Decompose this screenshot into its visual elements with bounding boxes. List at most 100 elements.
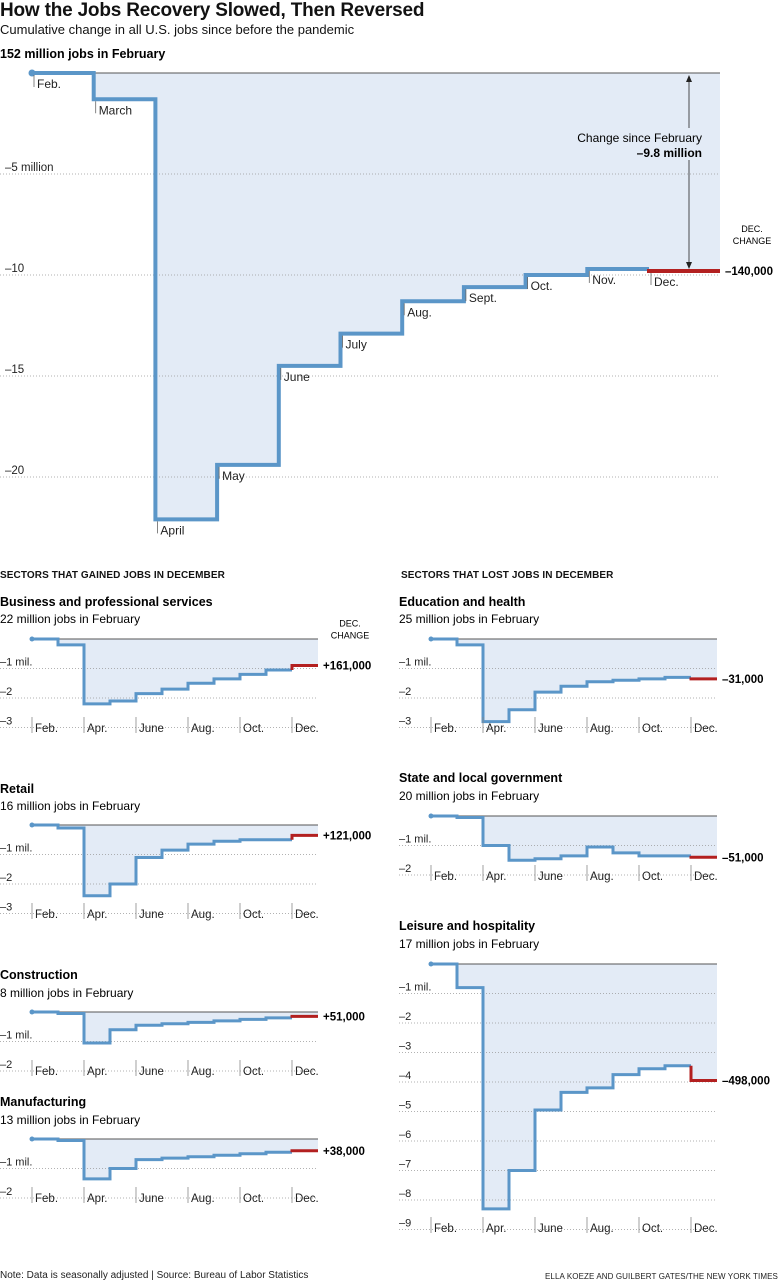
x-tick-label: Oct. — [531, 279, 553, 293]
x-tick-label: Dec. — [295, 909, 319, 921]
series-start-dot — [428, 961, 434, 967]
section-heading-gained: SECTORS THAT GAINED JOBS IN DECEMBER — [0, 570, 225, 581]
x-tick-label: Aug. — [590, 723, 614, 735]
dec-change-value: +161,000 — [323, 661, 371, 673]
chart-title: Leisure and hospitality — [399, 919, 535, 933]
x-tick-label: Apr. — [87, 1066, 107, 1078]
baseline-label: 25 million jobs in February — [399, 612, 539, 626]
x-tick-label: Oct. — [642, 1223, 663, 1235]
x-tick-label: Aug. — [590, 871, 614, 883]
x-tick-label: Aug. — [191, 723, 215, 735]
y-tick-label: –5 — [399, 1100, 411, 1112]
chart-area-fill — [431, 639, 717, 722]
y-tick-label: –20 — [5, 465, 24, 477]
arrow-head-down — [686, 261, 692, 269]
series-start-dot — [29, 1136, 35, 1142]
december-segment — [290, 664, 318, 670]
baseline-label: 13 million jobs in February — [0, 1113, 140, 1127]
x-tick-label: Feb. — [434, 1223, 457, 1235]
dec-change-value: –31,000 — [722, 674, 764, 686]
series-line — [32, 1010, 292, 1045]
series-line — [431, 962, 691, 1211]
y-tick-label: –7 — [399, 1159, 411, 1171]
x-tick-label: Feb. — [35, 723, 58, 735]
chart-title: Manufacturing — [0, 1095, 86, 1109]
page-title: How the Jobs Recovery Slowed, Then Rever… — [0, 0, 425, 21]
x-tick-label: Nov. — [592, 273, 616, 287]
dec-change-value: –498,000 — [722, 1076, 770, 1088]
chart-area-fill — [431, 816, 717, 861]
december-segment — [647, 268, 720, 273]
y-tick-label: –2 — [399, 863, 411, 875]
dec-change-value: +121,000 — [323, 830, 371, 842]
y-tick-label: –3 — [0, 902, 12, 914]
x-tick-label: July — [346, 338, 367, 352]
credit-line: ELLA KOEZE AND GUILBERT GATES/THE NEW YO… — [544, 1272, 778, 1281]
series-start-dot — [28, 69, 36, 77]
x-tick-label: Aug. — [590, 1223, 614, 1235]
y-tick-label: –3 — [399, 716, 411, 728]
series-line — [431, 637, 691, 724]
series-line — [32, 823, 292, 898]
page-subtitle: Cumulative change in all U.S. jobs since… — [0, 22, 355, 37]
series-start-dot — [29, 636, 35, 642]
x-tick-label: Feb. — [35, 1193, 58, 1205]
y-tick-label: –5 million — [5, 162, 54, 174]
chart-area-fill — [32, 73, 720, 520]
x-tick-label: Oct. — [243, 909, 264, 921]
y-tick-label: –2 — [0, 1059, 12, 1071]
chart-area-fill — [32, 1139, 318, 1179]
x-tick-label: March — [99, 103, 132, 117]
x-tick-label: Apr. — [87, 1193, 107, 1205]
x-tick-label: Apr. — [87, 723, 107, 735]
x-tick-label: Oct. — [642, 871, 663, 883]
y-tick-label: –1 mil. — [0, 843, 32, 855]
dec-change-header: CHANGE — [733, 236, 772, 246]
x-tick-label: Aug. — [191, 1066, 215, 1078]
december-segment — [290, 1149, 318, 1153]
y-tick-label: –15 — [5, 364, 24, 376]
y-tick-label: –6 — [399, 1129, 411, 1141]
y-tick-label: –2 — [0, 686, 12, 698]
x-tick-label: May — [222, 469, 245, 483]
y-tick-label: –3 — [399, 1041, 411, 1053]
y-tick-label: –1 mil. — [0, 657, 32, 669]
baseline-label: 22 million jobs in February — [0, 612, 140, 626]
chart-area-fill — [32, 825, 318, 896]
chart-title: Construction — [0, 968, 78, 982]
series-start-dot — [29, 822, 35, 828]
x-tick-label: Sept. — [469, 291, 497, 305]
y-tick-label: –9 — [399, 1218, 411, 1230]
y-tick-label: –2 — [399, 686, 411, 698]
x-tick-label: June — [538, 723, 563, 735]
x-tick-label: Oct. — [243, 1193, 264, 1205]
annotation-label: Change since February — [577, 131, 702, 145]
x-tick-label: Apr. — [486, 1223, 506, 1235]
source-note: Note: Data is seasonally adjusted | Sour… — [0, 1270, 309, 1281]
x-tick-label: Dec. — [694, 871, 718, 883]
annotation-value: –9.8 million — [637, 146, 702, 160]
x-tick-label: Aug. — [407, 305, 432, 319]
y-tick-label: –1 mil. — [399, 834, 431, 846]
x-tick-label: June — [139, 909, 164, 921]
x-tick-label: Feb. — [35, 909, 58, 921]
y-tick-label: –10 — [5, 263, 24, 275]
december-segment — [290, 1014, 318, 1018]
x-tick-label: Oct. — [243, 1066, 264, 1078]
x-tick-label: Dec. — [295, 1066, 319, 1078]
chart-title: Education and health — [399, 595, 525, 609]
x-tick-label: Apr. — [486, 723, 506, 735]
x-tick-label: June — [538, 871, 563, 883]
chart-area-fill — [32, 639, 318, 704]
x-tick-label: Dec. — [295, 1193, 319, 1205]
y-tick-label: –1 mil. — [399, 982, 431, 994]
y-tick-label: –3 — [0, 716, 12, 728]
baseline-label: 17 million jobs in February — [399, 937, 539, 951]
december-segment — [689, 855, 717, 859]
x-tick-label: Feb. — [434, 871, 457, 883]
dec-change-header: CHANGE — [331, 631, 370, 641]
x-tick-label: Feb. — [35, 1066, 58, 1078]
y-tick-label: –2 — [0, 1186, 12, 1198]
x-tick-label: Dec. — [295, 723, 319, 735]
